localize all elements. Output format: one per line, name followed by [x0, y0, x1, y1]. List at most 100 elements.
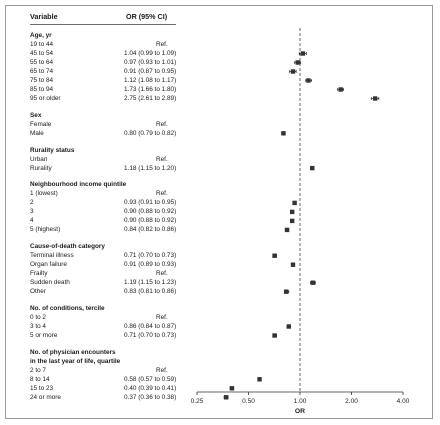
row-label: 3 — [30, 208, 34, 216]
table-row: Sudden death 1.19 (1.15 to 1.23) — [30, 278, 180, 287]
row-label: 75 to 84 — [30, 77, 54, 84]
or-ci-value: 0.90 (0.88 to 0.92) — [124, 208, 177, 216]
or-ci-value: 0.91 (0.89 to 0.93) — [124, 261, 177, 269]
table-row: 75 to 84 1.12 (1.08 to 1.17) — [30, 76, 180, 85]
section-header: in the last year of life, quartile — [30, 357, 180, 366]
or-point-marker — [292, 200, 297, 206]
or-ci-value: 0.80 (0.79 to 0.82) — [124, 129, 177, 137]
table-row: 24 or more 0.37 (0.36 to 0.38) — [30, 393, 180, 402]
or-point-marker — [283, 289, 289, 294]
section-header: No. of physician encounters — [30, 348, 180, 357]
section-header: Cause-of-death category — [30, 242, 180, 251]
or-point-marker — [223, 395, 229, 400]
section-label: Rurality status — [30, 146, 75, 154]
section-header: Age, yr — [30, 31, 180, 40]
row-label: 19 to 44 — [30, 41, 54, 48]
header-divider — [30, 24, 176, 25]
section-label: Neighbourhood income quintile — [30, 181, 127, 189]
row-label: Frailty — [30, 270, 48, 278]
section-label: No. of physician encounters — [30, 348, 116, 356]
table-row: 2 to 7 Ref. — [30, 366, 180, 375]
variable-table: Age, yr 19 to 44 Ref. 45 to 54 1.04 (0.99 to… — [0, 0, 190, 402]
row-label: 3 to 4 — [30, 323, 46, 330]
row-label: Sudden death — [30, 279, 70, 287]
table-row: 5 (highest) 0.84 (0.82 to 0.86) — [30, 225, 180, 234]
x-tick-label: 1.00 — [294, 398, 307, 405]
table-row: Male 0.80 (0.79 to 0.82) — [30, 129, 180, 138]
or-point-marker — [310, 280, 316, 285]
or-ci-value: 1.18 (1.15 to 1.20) — [124, 164, 177, 172]
reference-value: Ref. — [156, 120, 168, 128]
or-ci-value: 0.91 (0.87 to 0.95) — [124, 68, 177, 75]
or-point-marker — [372, 96, 378, 101]
row-label: 1 (lowest) — [30, 190, 58, 198]
or-ci-value: 2.75 (2.61 to 2.89) — [124, 95, 177, 102]
row-label: Urban — [30, 155, 48, 163]
or-point-marker — [300, 51, 306, 56]
table-row: 8 to 14 0.58 (0.57 to 0.59) — [30, 375, 180, 384]
reference-value: Ref. — [156, 366, 168, 374]
reference-value: Ref. — [156, 190, 168, 198]
table-row: 3 0.90 (0.88 to 0.92) — [30, 207, 180, 216]
x-axis-label: OR — [295, 408, 305, 415]
row-label: 65 to 74 — [30, 68, 54, 75]
row-label: 5 (highest) — [30, 226, 61, 234]
or-ci-value: 0.90 (0.88 to 0.92) — [124, 217, 177, 225]
table-row: 45 to 54 1.04 (0.99 to 1.09) — [30, 49, 180, 58]
or-ci-value: 0.71 (0.70 to 0.73) — [124, 332, 177, 339]
table-row: 1 (lowest) Ref. — [30, 189, 180, 198]
row-label: 95 or older — [30, 95, 61, 102]
x-tick-label: 0.50 — [242, 398, 255, 405]
table-row: 5 or more 0.71 (0.70 to 0.73) — [30, 331, 180, 340]
x-tick-label: 0.25 — [191, 398, 204, 405]
or-ci-value: 0.97 (0.93 to 1.01) — [124, 59, 177, 66]
x-tick-label: 2.00 — [345, 398, 358, 405]
section-label: Age, yr — [30, 32, 52, 39]
column-header-variable: Variable — [30, 12, 58, 21]
or-point-marker — [306, 78, 311, 83]
or-ci-value: 0.86 (0.84 to 0.87) — [124, 323, 177, 330]
row-label: 0 to 2 — [30, 314, 46, 321]
or-point-marker — [290, 69, 296, 74]
row-label: 15 to 23 — [30, 384, 54, 392]
row-label: 2 to 7 — [30, 366, 46, 374]
table-row: 4 0.90 (0.88 to 0.92) — [30, 216, 180, 225]
or-point-marker — [338, 87, 343, 92]
reference-value: Ref. — [156, 270, 168, 278]
table-row: 2 0.93 (0.91 to 0.95) — [30, 198, 180, 207]
table-row: Other 0.83 (0.81 to 0.86) — [30, 287, 180, 296]
row-label: Terminal illness — [30, 252, 74, 260]
or-ci-value: 0.83 (0.81 to 0.86) — [124, 288, 177, 296]
section-header: Neighbourhood income quintile — [30, 180, 180, 189]
reference-value: Ref. — [156, 314, 168, 321]
table-row: Female Ref. — [30, 120, 180, 129]
or-ci-value: 0.37 (0.36 to 0.38) — [124, 393, 177, 401]
or-point-marker — [284, 227, 290, 233]
table-row: 55 to 64 0.97 (0.93 to 1.01) — [30, 58, 180, 67]
row-label: 5 or more — [30, 332, 58, 339]
or-ci-value: 0.71 (0.70 to 0.73) — [124, 252, 177, 260]
x-tick-label: 4.00 — [397, 398, 410, 405]
section-header: No. of conditions, tercile — [30, 304, 180, 313]
or-ci-value: 0.84 (0.82 to 0.86) — [124, 226, 177, 234]
table-row: 19 to 44 Ref. — [30, 40, 180, 49]
or-ci-value: 0.58 (0.57 to 0.59) — [124, 375, 177, 383]
row-label: 4 — [30, 217, 34, 225]
section-label: Cause-of-death category — [30, 243, 105, 251]
or-ci-value: 0.40 (0.39 to 0.41) — [124, 384, 177, 392]
row-label: 24 or more — [30, 393, 61, 401]
section-label: No. of conditions, tercile — [30, 305, 105, 312]
table-row: Frailty Ref. — [30, 269, 180, 278]
table-row: 0 to 2 Ref. — [30, 313, 180, 322]
row-label: 2 — [30, 199, 34, 207]
row-label: Male — [30, 129, 44, 137]
or-point-marker — [272, 333, 277, 338]
or-ci-value: 1.04 (0.99 to 1.09) — [124, 50, 177, 57]
table-row: Rurality 1.18 (1.15 to 1.20) — [30, 164, 180, 173]
table-row: 65 to 74 0.91 (0.87 to 0.95) — [30, 67, 180, 76]
or-point-marker — [289, 209, 295, 215]
row-label: Organ failure — [30, 261, 67, 269]
row-label: Rurality — [30, 164, 52, 172]
row-label: 8 to 14 — [30, 375, 50, 383]
